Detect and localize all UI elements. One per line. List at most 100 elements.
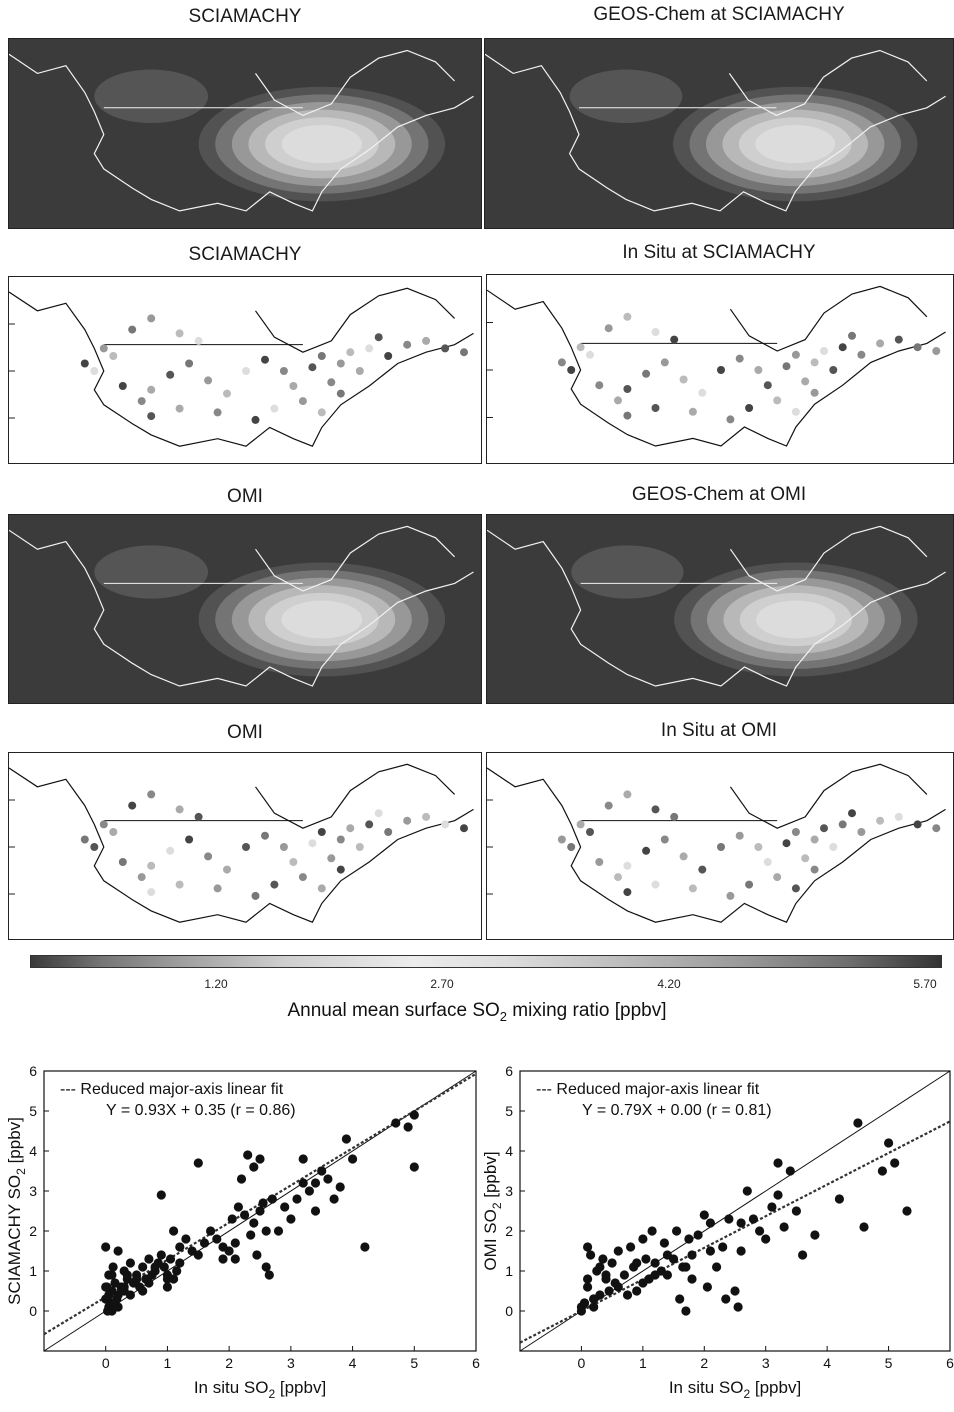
- station-marker: [838, 343, 847, 352]
- station-marker: [251, 415, 260, 424]
- station-marker: [894, 812, 903, 821]
- station-marker: [820, 824, 828, 833]
- coastline: [9, 53, 474, 212]
- station-markers: [557, 790, 941, 900]
- panel-title: OMI: [227, 722, 263, 743]
- station-marker: [317, 408, 326, 417]
- scatter-point: [199, 1238, 210, 1248]
- scatter-point: [113, 1302, 123, 1312]
- so2-field: [94, 545, 446, 677]
- colorbar-label-sub: 2: [499, 1008, 508, 1024]
- scatter-point: [122, 1270, 132, 1280]
- scatter-point: [298, 1178, 308, 1188]
- scatter-point: [246, 1230, 256, 1240]
- scatter-point: [742, 1186, 752, 1196]
- scatter-svg: 0 1 2 3 4 5 6 0 1 2 3 4 5 6 --- Reduced major-axis lin…: [5, 1063, 480, 1401]
- station-marker: [147, 790, 156, 799]
- x-axis-label: In situ SO2 [ppbv]: [669, 1378, 801, 1401]
- scatter-point: [834, 1194, 844, 1204]
- station-marker: [717, 843, 725, 851]
- station-marker: [194, 336, 203, 345]
- station-marker: [327, 854, 336, 863]
- station-marker: [166, 846, 175, 855]
- station-marker: [623, 411, 632, 420]
- scatter-point: [233, 1202, 243, 1212]
- station-marker: [614, 396, 622, 405]
- x-tick-label: 2: [700, 1355, 708, 1371]
- scatter-point: [230, 1254, 240, 1264]
- panel-title: OMI: [227, 486, 263, 507]
- station-marker: [810, 835, 819, 844]
- scatter-point: [672, 1226, 682, 1236]
- station-marker: [317, 884, 326, 893]
- scatter-point: [165, 1254, 176, 1264]
- station-marker: [735, 831, 744, 840]
- scatter-point: [286, 1214, 296, 1224]
- station-marker: [118, 382, 127, 390]
- station-marker: [660, 835, 669, 844]
- station-marker: [298, 397, 307, 406]
- station-marker: [848, 809, 856, 818]
- station-marker: [810, 388, 819, 397]
- scatter-point: [335, 1182, 345, 1192]
- station-marker: [261, 831, 269, 840]
- colorbar-tick: 5.70: [913, 977, 937, 991]
- scatter-point: [113, 1246, 123, 1256]
- station-marker: [336, 865, 345, 874]
- station-marker: [441, 820, 450, 829]
- fit-equation: Y = 0.93X + 0.35 (r = 0.86): [106, 1102, 296, 1119]
- y-tick-label: 2: [29, 1223, 37, 1239]
- scatter-point: [718, 1242, 728, 1252]
- station-marker: [614, 873, 622, 882]
- scatter-point: [292, 1194, 302, 1204]
- station-marker: [166, 370, 175, 379]
- station-marker: [422, 336, 431, 345]
- station-marker: [791, 828, 800, 836]
- scatter-point: [273, 1226, 284, 1236]
- scatter-point: [705, 1246, 715, 1256]
- station-marker: [213, 884, 222, 893]
- x-tick-label: 6: [472, 1355, 480, 1371]
- colorbar: 1.20 2.70 4.20 5.70: [30, 955, 942, 991]
- map-svg: [9, 277, 481, 463]
- station-marker: [763, 858, 772, 866]
- panel-title: In Situ at SCIAMACHY: [622, 242, 816, 263]
- station-marker: [308, 363, 317, 372]
- scatter-point: [702, 1282, 712, 1292]
- so2-field: [569, 69, 918, 202]
- station-marker: [270, 404, 279, 413]
- scatter-point: [298, 1154, 308, 1164]
- scatter-point: [101, 1242, 111, 1252]
- station-marker: [688, 884, 697, 893]
- x-tick-label: 0: [102, 1355, 110, 1371]
- scatter-point: [227, 1214, 237, 1224]
- station-marker: [317, 352, 326, 360]
- station-marker: [801, 377, 810, 386]
- station-marker: [194, 812, 203, 821]
- scatter-point: [341, 1134, 351, 1144]
- scatter-point: [230, 1238, 240, 1248]
- x-tick-label: 2: [225, 1355, 233, 1371]
- station-marker: [857, 350, 866, 359]
- hudson-bay-outline: [255, 49, 456, 117]
- station-marker: [204, 376, 213, 385]
- panel-title: GEOS-Chem at SCIAMACHY: [593, 4, 845, 25]
- station-marker: [745, 404, 754, 412]
- scatter-point: [125, 1258, 135, 1268]
- map-svg: [9, 515, 481, 703]
- station-marker: [147, 412, 156, 421]
- station-marker: [791, 350, 800, 359]
- station-marker: [175, 404, 184, 413]
- map-background: [487, 515, 953, 703]
- station-marker: [109, 352, 118, 360]
- scatter-point: [724, 1214, 734, 1224]
- scatter-point: [785, 1166, 795, 1176]
- scatter-point: [156, 1190, 166, 1200]
- scatter-point: [638, 1234, 648, 1244]
- scatter-point: [798, 1250, 808, 1260]
- so2-field: [94, 69, 446, 202]
- station-marker: [242, 843, 250, 851]
- scatter-point: [890, 1158, 900, 1168]
- station-marker: [374, 809, 383, 818]
- scatter-point: [687, 1250, 697, 1260]
